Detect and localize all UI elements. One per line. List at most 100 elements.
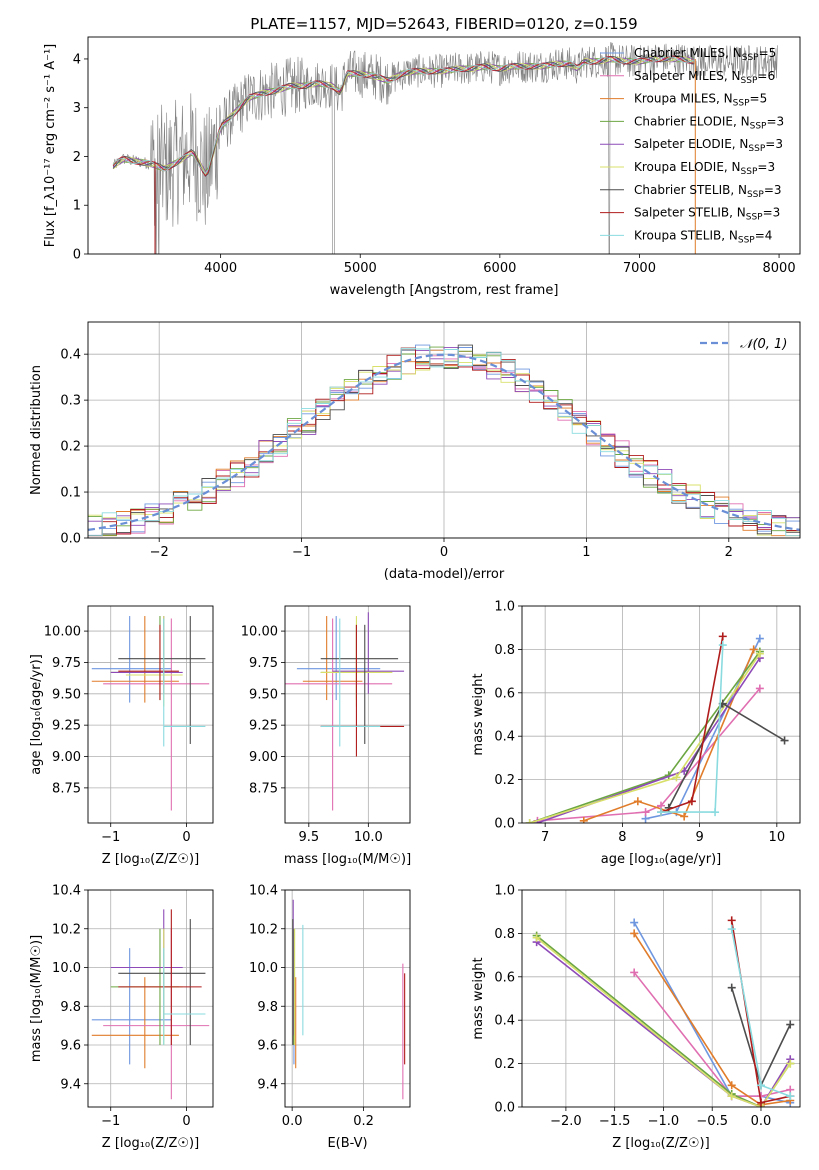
point-marker-salpeter_miles xyxy=(755,684,764,693)
point-marker-kroupa_stelib xyxy=(711,808,720,817)
series-line-salpeter_stelib xyxy=(660,636,724,813)
series-line-salpeter_miles xyxy=(633,972,791,1097)
series-line-chabrier_elodie xyxy=(529,651,761,823)
y-axis-label: mass [log₁₀(M/M☉)] xyxy=(29,935,44,1062)
y-tick-label: 0.6 xyxy=(494,686,515,701)
point-marker-kroupa_stelib xyxy=(756,1081,765,1090)
series-line-salpeter_elodie xyxy=(537,657,761,823)
y-tick-label: 0.2 xyxy=(60,440,81,455)
y-tick-label: 10.4 xyxy=(249,884,278,899)
model-spectrum-line-chabrier_stelib xyxy=(112,55,695,177)
x-tick-label: 0.0 xyxy=(282,1114,303,1129)
axes-spectrum: 4000 5000 6000 7000 8000 0 1 2 3 4 wavelength [Ang… xyxy=(43,36,801,298)
y-axis-label: Flux [f_λ10⁻¹⁷ erg cm⁻² s⁻¹ A⁻¹] xyxy=(43,44,58,248)
y-tick-label: 10.0 xyxy=(52,961,81,976)
point-marker-kroupa_elodie xyxy=(672,773,681,782)
y-tick-label: 9.25 xyxy=(52,719,81,734)
x-axis-label: Z [log₁₀(Z/Z☉)] xyxy=(102,1136,199,1151)
legend-value: =3 xyxy=(766,114,784,128)
x-tick-label: 4000 xyxy=(204,261,237,276)
x-tick-label: 0.0 xyxy=(751,1114,772,1129)
legend-entry: Chabrier ELODIE, NSSP=3 xyxy=(634,114,784,131)
x-tick-label: 9.5 xyxy=(298,830,319,845)
point-marker-kroupa_miles xyxy=(749,645,758,654)
y-tick-label: 9.6 xyxy=(60,1039,81,1054)
legend-entry: Kroupa ELODIE, NSSP=3 xyxy=(634,160,775,177)
point-marker-kroupa_elodie xyxy=(727,1092,736,1101)
y-tick-label: 1.0 xyxy=(494,600,515,615)
legend-entry: 𝒩(0, 1) xyxy=(740,337,787,352)
point-marker-kroupa_elodie xyxy=(532,933,541,942)
x-tick-label: −1 xyxy=(101,1114,120,1129)
legend-entry: Kroupa MILES, NSSP=5 xyxy=(634,92,767,109)
series-line-salpeter_miles xyxy=(537,687,761,822)
legend-entry: Salpeter ELODIE, NSSP=3 xyxy=(634,137,783,154)
point-marker-salpeter_stelib xyxy=(718,632,727,641)
y-tick-label: 1.0 xyxy=(494,884,515,899)
histogram-kroupa_stelib xyxy=(88,347,800,537)
legend-value: =4 xyxy=(755,228,773,242)
plot-area-weight-vs-age xyxy=(522,606,800,823)
y-tick-label: 9.4 xyxy=(60,1077,81,1092)
legend: Chabrier MILES, NSSP=5 Salpeter MILES, NS… xyxy=(600,46,784,245)
x-tick-label: −2 xyxy=(150,545,169,560)
y-tick-label: 0.8 xyxy=(494,927,515,942)
point-marker-salpeter_miles xyxy=(641,808,650,817)
legend-value: =3 xyxy=(764,183,782,197)
x-axis-label: (data-model)/error xyxy=(384,567,505,582)
y-tick-label: 3 xyxy=(73,101,81,116)
x-tick-label: 6000 xyxy=(483,261,516,276)
legend: 𝒩(0, 1) xyxy=(700,337,787,352)
y-tick-label: 9.8 xyxy=(257,1000,278,1015)
point-marker-kroupa_stelib xyxy=(657,808,665,817)
y-tick-label: 8.75 xyxy=(249,781,278,796)
y-tick-label: 10.00 xyxy=(44,625,81,640)
x-tick-label: 2 xyxy=(725,545,733,560)
axes-weight-vs-age: 7 8 9 10 0.0 0.2 0.4 0.6 0.8 1.0 age [log₁₀(age/yr… xyxy=(471,600,801,867)
y-tick-label: 9.75 xyxy=(249,656,278,671)
x-tick-label: −0.5 xyxy=(696,1114,728,1129)
point-marker-salpeter_stelib xyxy=(687,797,696,806)
y-tick-label: 10.2 xyxy=(249,922,278,937)
plot-area-age-vs-Z xyxy=(88,606,213,823)
legend-subscript: SSP xyxy=(748,144,765,154)
plot-area-weight-vs-Z xyxy=(522,890,800,1107)
axes-mass-vs-ebv: 0.0 0.2 9.4 9.6 9.8 10.0 10.2 10.4 E(B-V) xyxy=(249,884,411,1151)
axes-frame xyxy=(87,36,801,255)
x-axis-label: mass [log₁₀(M/M☉)] xyxy=(284,852,411,867)
series-line-kroupa_elodie xyxy=(529,653,761,823)
x-tick-label: −2.0 xyxy=(550,1114,582,1129)
x-axis-label: E(B-V) xyxy=(327,1136,367,1151)
axes-weight-vs-Z: −2.0 −1.5 −1.0 −0.5 0.0 0.0 0.2 0.4 0.6 0.8 1.0 Z [… xyxy=(471,884,801,1151)
legend-subscript: SSP xyxy=(741,167,758,177)
axes-frame xyxy=(521,605,801,824)
point-marker-kroupa_elodie xyxy=(786,1059,795,1068)
x-axis-label: Z [log₁₀(Z/Z☉)] xyxy=(102,852,199,867)
model-spectrum-line-salpeter_stelib xyxy=(112,55,694,177)
y-tick-label: 10.0 xyxy=(249,961,278,976)
model-spectrum-line-kroupa_stelib xyxy=(112,55,695,175)
plot-area-mass-vs-ebv xyxy=(285,890,410,1107)
legend-value: =3 xyxy=(757,160,775,174)
axes-frame xyxy=(87,605,214,824)
y-axis-label: Normed distribution xyxy=(29,365,44,495)
x-tick-label: −1.0 xyxy=(648,1114,680,1129)
legend-value: =5 xyxy=(750,92,768,106)
x-axis-label: Z [log₁₀(Z/Z☉)] xyxy=(612,1136,709,1151)
y-axis-label: mass weight xyxy=(471,673,486,755)
legend-value: =6 xyxy=(757,69,775,83)
axes-mass-vs-Z: −1 0 9.4 9.6 9.8 10.0 10.2 10.4 Z [log₁₀(Z/Z☉)] m… xyxy=(29,884,214,1151)
x-tick-label: −1 xyxy=(101,830,120,845)
x-tick-label: 7 xyxy=(541,830,549,845)
axes-frame xyxy=(87,321,801,539)
y-tick-label: 0.2 xyxy=(494,1057,515,1072)
x-tick-label: 0 xyxy=(182,1114,190,1129)
point-marker-kroupa_miles xyxy=(727,1081,736,1090)
point-marker-chabrier_miles xyxy=(755,634,764,643)
plot-area-mass-vs-Z xyxy=(88,890,213,1107)
point-marker-kroupa_miles xyxy=(630,929,639,938)
point-marker-salpeter_miles xyxy=(630,968,639,977)
legend-value: =3 xyxy=(765,137,783,151)
